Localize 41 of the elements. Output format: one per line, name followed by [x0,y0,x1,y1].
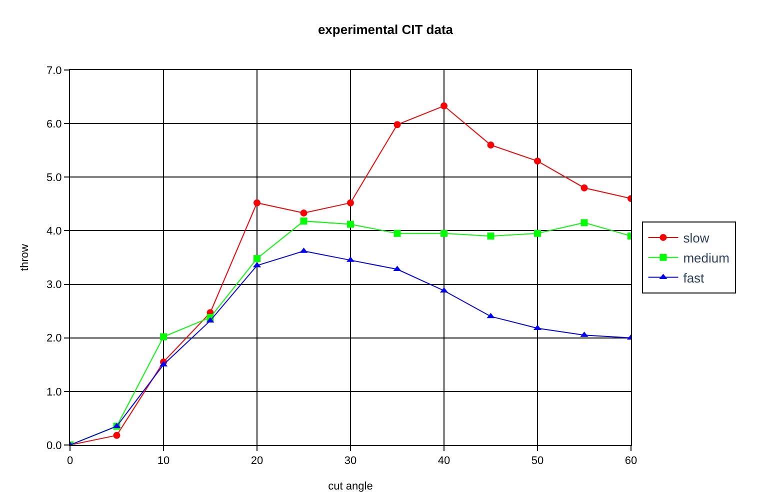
y-tick-label: 5.0 [46,172,62,184]
chart-title: experimental CIT data [318,22,454,38]
point [394,230,401,237]
point [487,142,494,148]
point [534,230,541,237]
y-tick-label: 3.0 [46,279,62,292]
x-tick-label: 20 [250,455,264,468]
point [394,121,401,128]
point [300,210,308,217]
x-tick-label: 30 [344,455,357,468]
y-tick-label: 0.0 [46,440,62,452]
point [534,158,541,165]
y-tick-label: 6.0 [46,118,62,130]
y-tick-label: 2.0 [46,332,62,345]
y-tick-label: 1.0 [46,386,62,398]
point [254,255,260,262]
point [487,232,494,240]
legend-label: fast [683,270,705,286]
point [300,218,308,225]
y-tick-label: 7.0 [46,64,62,77]
point [580,184,588,192]
legend-label: slow [683,230,710,246]
x-tick-label: 50 [531,455,544,468]
point [347,220,354,228]
x-tick-label: 0 [66,455,74,468]
point [486,312,495,318]
point [440,102,448,110]
point [113,432,120,439]
point [580,219,588,226]
point [393,266,402,272]
x-axis-title: cut angle [328,480,373,492]
y-tick-label: 4.0 [46,226,62,238]
point [254,199,260,206]
x-tick-label: 60 [624,455,638,468]
point [160,333,167,340]
point [347,199,354,206]
y-axis-title: throw [19,244,32,271]
point [440,230,448,237]
x-tick-label: 40 [438,455,450,468]
x-tick-label: 10 [157,455,170,468]
legend-label: medium [683,250,730,266]
